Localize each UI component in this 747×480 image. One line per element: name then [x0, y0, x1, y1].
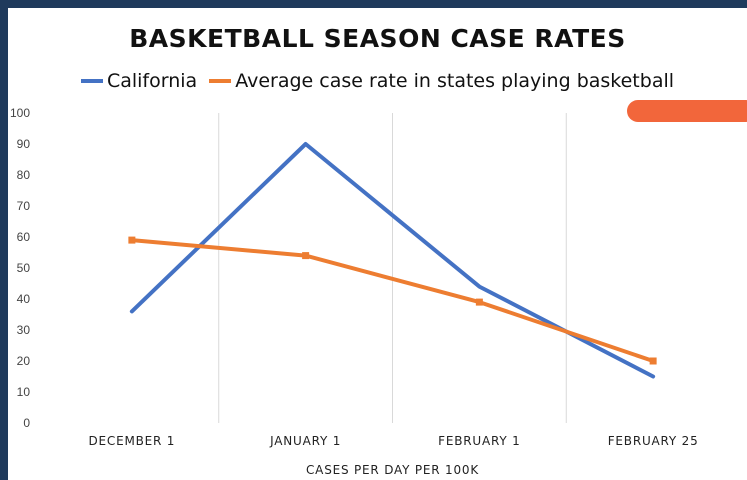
chart-title: BASKETBALL SEASON CASE RATES — [129, 24, 626, 53]
chart-panel: BASKETBALL SEASON CASE RATES California … — [8, 8, 747, 480]
legend-swatch-average — [209, 79, 232, 83]
legend-item-california: California — [80, 70, 198, 92]
x-tick-label: JANUARY 1 — [269, 434, 341, 448]
y-tick-label: 0 — [23, 416, 30, 430]
data-point — [475, 298, 483, 306]
y-tick-label: 10 — [17, 385, 31, 399]
data-point — [128, 236, 136, 244]
legend-label-california: California — [106, 70, 198, 92]
y-tick-label: 100 — [10, 106, 30, 120]
y-tick-label: 80 — [17, 168, 31, 182]
series-line-1 — [129, 238, 656, 363]
legend-swatch-california — [80, 79, 103, 83]
legend-label-average: Average case rate in states playing bask… — [235, 70, 675, 92]
legend-item-average: Average case rate in states playing bask… — [209, 70, 674, 92]
y-tick-label: 70 — [17, 199, 31, 213]
y-tick-label: 30 — [17, 323, 31, 337]
data-point — [649, 357, 657, 365]
x-axis-title: CASES PER DAY PER 100K — [306, 463, 479, 477]
y-tick-label: 20 — [17, 354, 31, 368]
y-tick-label: 60 — [17, 230, 31, 244]
x-tick-label: FEBRUARY 1 — [438, 434, 520, 448]
y-tick-label: 50 — [17, 261, 31, 275]
data-point — [302, 252, 310, 260]
decorative-accent-bar — [627, 100, 747, 122]
chart-legend: California Average case rate in states p… — [8, 70, 747, 92]
y-tick-label: 40 — [17, 292, 31, 306]
x-tick-label: DECEMBER 1 — [89, 434, 176, 448]
x-tick-label: FEBRUARY 25 — [608, 434, 699, 448]
y-tick-label: 90 — [17, 137, 31, 151]
